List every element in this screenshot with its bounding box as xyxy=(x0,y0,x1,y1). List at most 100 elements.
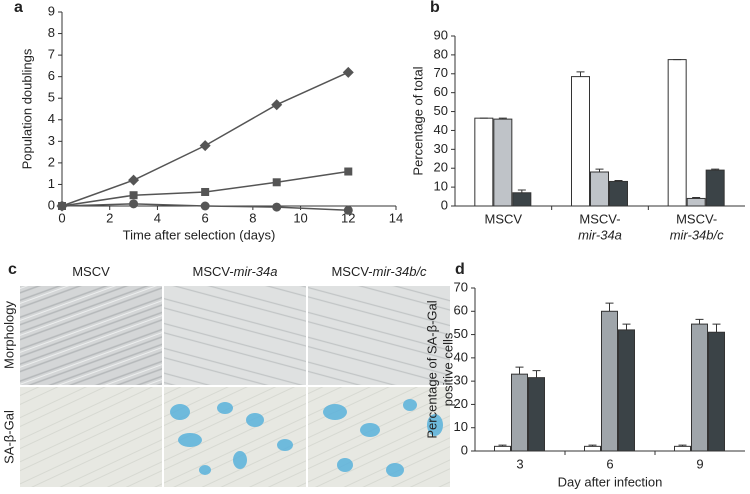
point xyxy=(272,202,282,212)
error-bar xyxy=(614,180,623,182)
point xyxy=(129,191,138,200)
bar xyxy=(686,197,706,207)
error-bar xyxy=(515,366,524,375)
error-bar xyxy=(532,370,541,378)
bar xyxy=(528,377,545,452)
row-label: SA-β-Gal xyxy=(1,410,16,464)
x-tick-label: MSCV xyxy=(485,211,523,226)
y-tick-label: 20 xyxy=(454,396,468,411)
y-tick-label: 3 xyxy=(48,133,55,148)
bar xyxy=(511,373,528,452)
y-tick-label: 70 xyxy=(434,65,448,80)
y-axis-label: Population doublings xyxy=(19,48,34,169)
y-tick-label: 70 xyxy=(454,279,468,294)
bar xyxy=(571,76,590,207)
image xyxy=(20,387,162,487)
y-tick-label: 2 xyxy=(48,154,55,169)
y-tick-label: 8 xyxy=(48,25,55,40)
image xyxy=(20,286,162,385)
error-bar xyxy=(678,444,687,447)
bar xyxy=(584,445,601,452)
row-label: Morphology xyxy=(1,301,16,369)
error-bar xyxy=(622,323,631,330)
y-axis-label: positive cells xyxy=(440,332,455,406)
x-axis-label: Day after infection xyxy=(558,474,663,489)
error-bar xyxy=(692,197,701,199)
bar xyxy=(609,180,628,207)
error-bar xyxy=(605,302,614,312)
y-tick-label: 60 xyxy=(454,303,468,318)
series-line xyxy=(61,71,349,207)
image xyxy=(164,286,306,385)
x-tick-label: mir-34b/c xyxy=(670,227,724,242)
point xyxy=(57,201,67,211)
y-tick-label: 5 xyxy=(48,90,55,105)
y-axis-label: Percentage of total xyxy=(410,66,425,175)
micrographs xyxy=(20,286,450,487)
x-tick-label: 6 xyxy=(606,456,613,471)
x-axis-label: Time after selection (days) xyxy=(123,227,276,242)
x-tick-label: 9 xyxy=(696,456,703,471)
point xyxy=(271,99,283,111)
y-tick-label: 10 xyxy=(434,179,448,194)
point xyxy=(129,199,139,209)
y-tick-label: 20 xyxy=(434,160,448,175)
bar xyxy=(705,169,725,207)
bar xyxy=(493,118,513,207)
y-tick-label: 10 xyxy=(454,419,468,434)
bar xyxy=(494,445,511,452)
error-bar xyxy=(695,318,704,325)
error-bar xyxy=(588,444,597,447)
y-tick-label: 50 xyxy=(454,326,468,341)
point xyxy=(344,167,353,176)
bar xyxy=(667,59,687,207)
bar xyxy=(512,192,532,207)
bar xyxy=(590,171,609,207)
x-tick-label: 10 xyxy=(293,210,307,225)
error-bar xyxy=(595,168,604,172)
panel-label: a xyxy=(14,0,23,16)
y-tick-label: 6 xyxy=(48,68,55,83)
x-tick-label: 0 xyxy=(58,210,65,225)
point xyxy=(342,66,354,78)
bar xyxy=(474,117,494,207)
y-tick-label: 80 xyxy=(434,46,448,61)
x-tick-label: MSCV- xyxy=(676,211,717,226)
y-tick-label: 30 xyxy=(454,373,468,388)
y-tick-label: 0 xyxy=(441,197,448,212)
y-tick-label: 4 xyxy=(48,111,55,126)
x-tick-label: 14 xyxy=(389,210,403,225)
label-part: MSCV- xyxy=(331,264,372,279)
x-tick-label: mir-34a xyxy=(578,227,622,242)
label-part: mir-34a xyxy=(234,264,278,279)
x-tick-label: 2 xyxy=(106,210,113,225)
error-bar xyxy=(498,444,507,447)
y-tick-label: 9 xyxy=(48,3,55,18)
column-label: MSCV-mir-34a xyxy=(192,264,277,279)
column-label: MSCV xyxy=(72,264,110,279)
bar xyxy=(601,310,618,452)
image xyxy=(308,387,450,487)
x-tick-label: 3 xyxy=(516,456,523,471)
bar xyxy=(674,445,691,452)
label-part: mir-34b/c xyxy=(373,264,427,279)
label-part: MSCV- xyxy=(192,264,233,279)
panel-label: d xyxy=(455,261,465,278)
point xyxy=(201,187,210,196)
y-axis-label: Percentage of SA-β-Gal xyxy=(424,300,439,438)
column-label: MSCV-mir-34b/c xyxy=(331,264,427,279)
bar xyxy=(691,323,708,452)
error-bar xyxy=(712,323,721,333)
label-part: MSCV xyxy=(72,264,110,279)
y-tick-label: 30 xyxy=(434,141,448,156)
y-tick-label: 40 xyxy=(434,122,448,137)
point xyxy=(200,201,210,211)
y-tick-label: 60 xyxy=(434,84,448,99)
error-bar xyxy=(576,71,585,77)
panel-label: c xyxy=(8,261,17,278)
panel-label: b xyxy=(430,0,440,16)
error-bar xyxy=(498,117,507,120)
x-tick-label: 4 xyxy=(154,210,161,225)
x-tick-label: MSCV- xyxy=(579,211,620,226)
